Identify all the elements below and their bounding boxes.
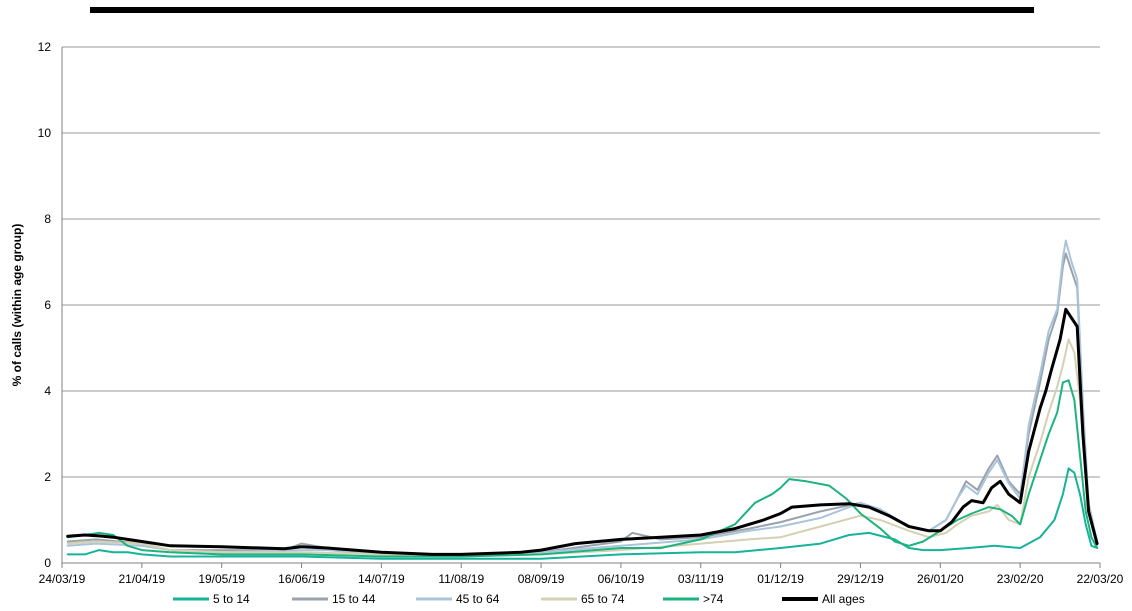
x-tick-label: 16/06/19	[278, 572, 325, 586]
x-tick-label: 08/09/19	[518, 572, 565, 586]
x-tick-label: 14/07/19	[358, 572, 405, 586]
legend-label: 65 to 74	[581, 592, 625, 606]
y-tick-label: 8	[44, 212, 51, 226]
x-tick-label: 22/03/20	[1077, 572, 1124, 586]
series-line	[66, 252, 1099, 556]
series-line	[66, 379, 1099, 558]
y-tick-label: 10	[38, 126, 52, 140]
legend-label: 15 to 44	[332, 592, 376, 606]
series-line	[66, 338, 1099, 558]
legend: 5 to 14 15 to 44 45 to 64 65 to 74 >74 All ag…	[173, 592, 865, 606]
series-lines	[66, 239, 1099, 560]
x-tick-label: 24/03/19	[39, 572, 86, 586]
legend-label: 45 to 64	[456, 592, 500, 606]
x-tick-label: 23/02/20	[997, 572, 1044, 586]
series-line	[66, 467, 1099, 560]
x-tick-label: 21/04/19	[118, 572, 165, 586]
x-tick-label: 26/01/20	[917, 572, 964, 586]
y-tick-label: 6	[44, 298, 51, 312]
y-axis-title: % of calls (within age group)	[10, 224, 24, 387]
legend-label: 5 to 14	[213, 592, 250, 606]
series-line	[66, 239, 1099, 556]
x-tick-label: 11/08/19	[438, 572, 484, 586]
y-tick-label: 4	[44, 384, 51, 398]
x-tick-label: 06/10/19	[598, 572, 645, 586]
legend-label: >74	[703, 592, 724, 606]
series-line	[66, 307, 1099, 556]
y-tick-label: 12	[38, 40, 52, 54]
x-tick-label: 19/05/19	[198, 572, 245, 586]
x-tick-label: 03/11/19	[678, 572, 724, 586]
y-tick-label: 2	[44, 470, 51, 484]
gridlines	[62, 46, 1100, 478]
x-tick-label: 29/12/19	[837, 572, 884, 586]
y-tick-label: 0	[44, 556, 51, 570]
x-tick-label: 01/12/19	[757, 572, 804, 586]
header-bar	[90, 7, 1034, 13]
legend-label: All ages	[822, 592, 865, 606]
axes: 0 2 4 6 8 10 12 24/03/19 21/04/19 19/05/19 16/06/1…	[38, 40, 1124, 586]
